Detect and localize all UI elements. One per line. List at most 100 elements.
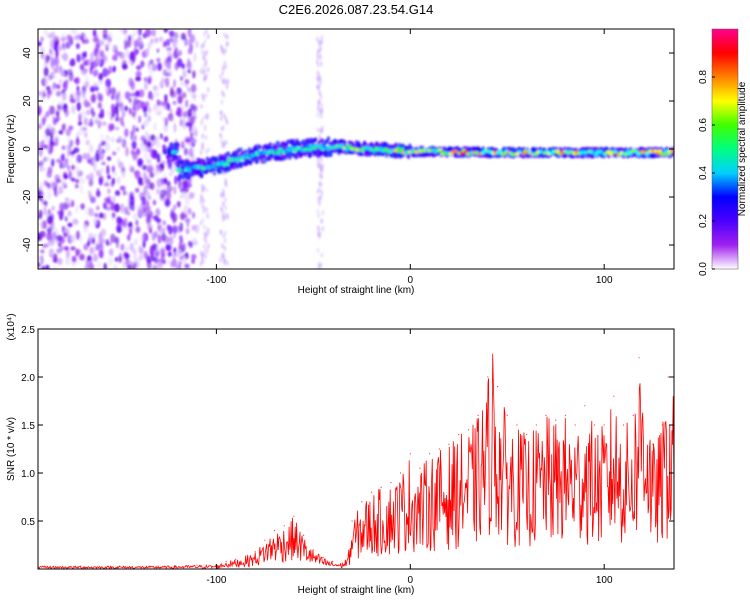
ridge-blob [317,140,321,145]
noise-blob [127,210,131,216]
noise-blob [222,50,225,56]
noise-blob [116,146,121,152]
noise-blob [170,90,177,99]
noise-blob [71,105,76,114]
noise-blob [204,58,207,64]
noise-blob [163,177,167,185]
noise-blob [178,179,182,189]
noise-blob [81,56,85,62]
noise-blob [135,226,141,234]
y-tick-label: 1.0 [21,469,35,480]
ridge-core-blob [346,144,351,148]
noise-blob [88,232,93,240]
noise-blob [182,117,187,124]
noise-blob [101,121,107,126]
noise-blob [162,78,168,83]
noise-blob [68,149,72,156]
y-tick-label: 20 [22,95,33,107]
noise-blob [138,115,142,124]
noise-blob [192,70,196,79]
ridge-blob [282,154,286,160]
colorbar-tick-label: 0.6 [698,118,709,132]
noise-blob [318,42,322,48]
noise-blob [152,149,158,160]
noise-blob [61,225,65,233]
noise-blob [226,80,229,86]
noise-blob [220,138,223,144]
noise-blob [203,126,207,132]
noise-blob [167,244,172,252]
snr-data-point [458,434,460,436]
noise-blob [204,38,207,44]
noise-blob [56,234,63,242]
noise-blob [105,142,111,152]
noise-blob [156,178,162,188]
snr-data-point [429,453,431,455]
noise-blob [219,110,222,116]
figure-title: C2E6.2026.087.23.54.G14 [278,2,434,17]
noise-blob [117,226,123,233]
noise-blob [143,120,149,127]
noise-blob [155,218,162,224]
noise-blob [58,78,63,85]
noise-blob [79,64,85,71]
noise-blob [84,38,90,44]
ridge-blob [642,154,646,159]
noise-blob [316,84,319,90]
noise-blob [98,150,104,161]
noise-blob [45,264,50,269]
noise-blob [162,259,166,265]
noise-blob [55,90,62,97]
noise-blob [134,237,138,246]
ridge-blob [175,146,179,152]
noise-blob [98,212,103,219]
noise-blob [95,190,101,198]
snr-data-point [312,549,314,551]
noise-blob [120,203,125,214]
noise-blob [133,170,137,176]
noise-blob [221,70,224,76]
snr-data-point [283,525,285,527]
noise-blob [100,228,107,237]
noise-blob [220,229,223,235]
noise-blob [38,261,41,268]
noise-blob [316,247,320,253]
noise-blob [155,142,161,149]
noise-blob [225,41,229,47]
noise-blob [123,43,128,51]
ridge-blob [231,161,235,167]
snr-data-point [622,424,625,426]
noise-blob [97,143,102,153]
noise-blob [206,87,210,93]
noise-blob [222,201,225,207]
noise-blob [99,50,104,58]
noise-blob [42,92,46,98]
noise-blob [83,243,89,251]
noise-blob [38,123,43,130]
snr-data-point [593,424,596,426]
noise-blob [163,29,169,33]
noise-blob [80,109,87,120]
noise-blob [192,115,197,120]
ridge-core-blob [244,153,249,157]
snr-data-point [477,414,479,416]
ridge-core-blob [465,152,471,156]
noise-blob [40,139,45,149]
noise-blob [128,107,132,115]
noise-blob [67,164,71,172]
noise-blob [117,157,120,164]
noise-blob [170,165,175,174]
noise-blob [120,243,125,251]
noise-blob [134,187,140,193]
noise-blob [58,130,64,135]
ridge-core-blob [250,153,255,157]
noise-blob [113,106,119,115]
noise-blob [221,253,224,259]
noise-blob [317,159,320,165]
noise-blob [38,181,45,192]
ridge-core-blob [354,148,360,152]
noise-blob [71,164,76,171]
noise-blob [100,39,105,46]
ridge-core-blob [201,166,206,171]
noise-blob [173,122,177,133]
